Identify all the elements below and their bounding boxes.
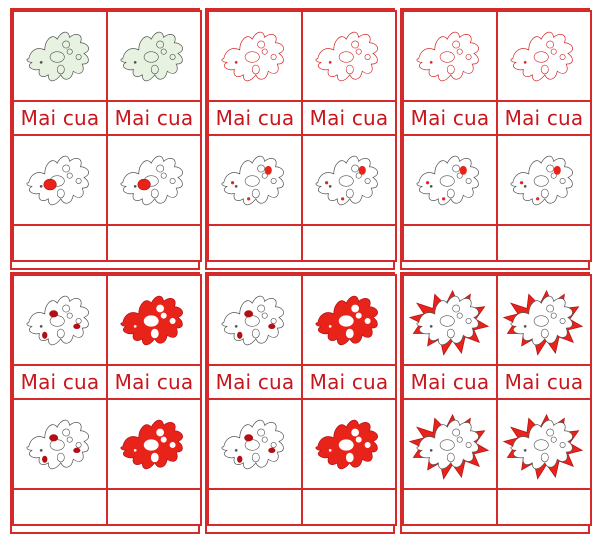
blank-answer-cell bbox=[301, 224, 397, 262]
picture-cell bbox=[106, 274, 202, 366]
amoeba-illustration bbox=[315, 155, 378, 206]
word-label: Mai cua bbox=[496, 100, 592, 136]
blank-answer-cell bbox=[12, 224, 108, 262]
amoeba-illustration bbox=[510, 155, 573, 206]
amoeba-illustration bbox=[502, 413, 584, 480]
amoeba-illustration bbox=[120, 31, 183, 82]
picture-cell bbox=[402, 398, 498, 490]
picture-cell bbox=[207, 10, 303, 102]
picture-cell bbox=[496, 134, 592, 226]
amoeba-illustration bbox=[416, 31, 479, 82]
card-panel-1: Mai cua Mai cua bbox=[10, 8, 202, 270]
amoeba-illustration bbox=[120, 295, 183, 346]
amoeba-illustration bbox=[408, 413, 490, 480]
picture-cell bbox=[301, 134, 397, 226]
picture-cell bbox=[207, 134, 303, 226]
amoeba-illustration bbox=[221, 419, 284, 470]
amoeba-illustration bbox=[510, 31, 573, 82]
amoeba-illustration bbox=[26, 295, 89, 346]
picture-cell bbox=[106, 398, 202, 490]
blank-answer-cell bbox=[402, 224, 498, 262]
amoeba-illustration bbox=[408, 289, 490, 356]
amoeba-illustration bbox=[221, 155, 284, 206]
word-label: Mai cua bbox=[12, 364, 108, 400]
blank-answer-cell bbox=[207, 224, 303, 262]
amoeba-illustration bbox=[120, 419, 183, 470]
picture-cell bbox=[12, 398, 108, 490]
picture-cell bbox=[207, 274, 303, 366]
amoeba-illustration bbox=[315, 419, 378, 470]
amoeba-illustration bbox=[221, 31, 284, 82]
card-panel-6: Mai cua Mai cua bbox=[400, 272, 592, 534]
picture-cell bbox=[496, 10, 592, 102]
word-label: Mai cua bbox=[496, 364, 592, 400]
blank-answer-cell bbox=[496, 488, 592, 526]
amoeba-illustration bbox=[502, 289, 584, 356]
picture-cell bbox=[301, 10, 397, 102]
picture-cell bbox=[106, 134, 202, 226]
word-label: Mai cua bbox=[106, 364, 202, 400]
word-label: Mai cua bbox=[301, 100, 397, 136]
picture-cell bbox=[496, 274, 592, 366]
amoeba-illustration bbox=[315, 31, 378, 82]
card-panel-2: Mai cua Mai cua bbox=[205, 8, 397, 270]
word-label: Mai cua bbox=[402, 100, 498, 136]
amoeba-illustration bbox=[26, 155, 89, 206]
picture-cell bbox=[207, 398, 303, 490]
blank-answer-cell bbox=[207, 488, 303, 526]
picture-cell bbox=[12, 134, 108, 226]
blank-answer-cell bbox=[12, 488, 108, 526]
word-label: Mai cua bbox=[106, 100, 202, 136]
blank-answer-cell bbox=[106, 224, 202, 262]
picture-cell bbox=[402, 134, 498, 226]
picture-cell bbox=[496, 398, 592, 490]
picture-cell bbox=[12, 10, 108, 102]
blank-answer-cell bbox=[106, 488, 202, 526]
word-label: Mai cua bbox=[12, 100, 108, 136]
amoeba-illustration bbox=[26, 419, 89, 470]
amoeba-illustration bbox=[221, 295, 284, 346]
word-label: Mai cua bbox=[301, 364, 397, 400]
picture-cell bbox=[12, 274, 108, 366]
amoeba-illustration bbox=[120, 155, 183, 206]
picture-cell bbox=[402, 274, 498, 366]
picture-cell bbox=[106, 10, 202, 102]
amoeba-illustration bbox=[315, 295, 378, 346]
card-panel-3: Mai cua Mai cua bbox=[400, 8, 592, 270]
amoeba-illustration bbox=[416, 155, 479, 206]
blank-answer-cell bbox=[496, 224, 592, 262]
picture-cell bbox=[402, 10, 498, 102]
amoeba-illustration bbox=[26, 31, 89, 82]
blank-answer-cell bbox=[301, 488, 397, 526]
picture-cell bbox=[301, 398, 397, 490]
word-label: Mai cua bbox=[207, 364, 303, 400]
word-label: Mai cua bbox=[402, 364, 498, 400]
word-label: Mai cua bbox=[207, 100, 303, 136]
blank-answer-cell bbox=[402, 488, 498, 526]
card-panel-4: Mai cua Mai cua bbox=[10, 272, 202, 534]
picture-cell bbox=[301, 274, 397, 366]
card-panel-5: Mai cua Mai cua bbox=[205, 272, 397, 534]
